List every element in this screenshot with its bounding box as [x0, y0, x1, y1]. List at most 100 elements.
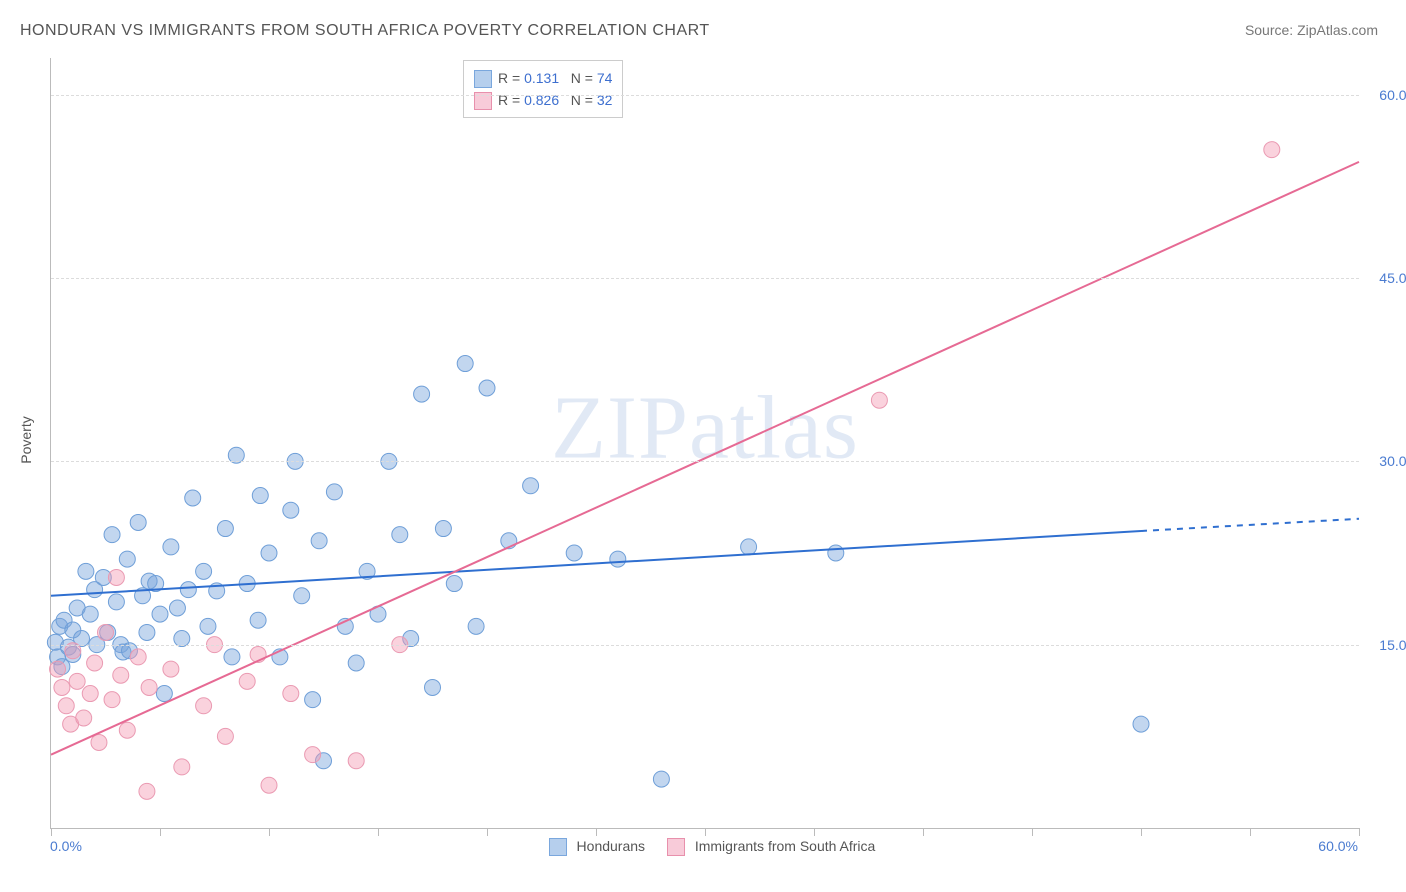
- data-point: [261, 545, 277, 561]
- trend-line: [51, 162, 1359, 755]
- legend-r-value: 0.131: [524, 70, 559, 86]
- correlation-legend: R = 0.131 N = 74R = 0.826 N = 32: [463, 60, 623, 118]
- data-point: [82, 606, 98, 622]
- data-point: [283, 502, 299, 518]
- data-point: [566, 545, 582, 561]
- data-point: [50, 661, 66, 677]
- x-tick: [378, 828, 379, 836]
- data-point: [104, 527, 120, 543]
- y-tick-label: 60.0%: [1379, 87, 1406, 103]
- data-point: [305, 747, 321, 763]
- data-point: [196, 563, 212, 579]
- data-point: [139, 624, 155, 640]
- data-point: [54, 679, 70, 695]
- legend-r-label: R =: [498, 70, 520, 86]
- data-point: [348, 655, 364, 671]
- data-point: [326, 484, 342, 500]
- legend-n-value: 74: [597, 70, 613, 86]
- data-point: [82, 686, 98, 702]
- data-point: [1133, 716, 1149, 732]
- legend-swatch: [474, 70, 492, 88]
- y-tick-label: 15.0%: [1379, 637, 1406, 653]
- data-point: [311, 533, 327, 549]
- y-tick-label: 30.0%: [1379, 453, 1406, 469]
- data-point: [141, 679, 157, 695]
- data-point: [414, 386, 430, 402]
- data-point: [653, 771, 669, 787]
- x-tick: [487, 828, 488, 836]
- y-tick-label: 45.0%: [1379, 270, 1406, 286]
- source-attribution: Source: ZipAtlas.com: [1245, 22, 1378, 38]
- legend-swatch: [549, 838, 567, 856]
- legend-n-label: N =: [571, 70, 593, 86]
- data-point: [479, 380, 495, 396]
- chart-title: HONDURAN VS IMMIGRANTS FROM SOUTH AFRICA…: [20, 22, 710, 40]
- data-point: [348, 753, 364, 769]
- data-point: [523, 478, 539, 494]
- scatter-plot-area: ZIPatlas R = 0.131 N = 74R = 0.826 N = 3…: [50, 58, 1359, 829]
- x-tick: [51, 828, 52, 836]
- data-point: [163, 539, 179, 555]
- gridline: [51, 645, 1359, 646]
- data-point: [741, 539, 757, 555]
- gridline: [51, 278, 1359, 279]
- data-point: [224, 649, 240, 665]
- data-point: [294, 588, 310, 604]
- data-point: [283, 686, 299, 702]
- data-point: [130, 649, 146, 665]
- data-point: [200, 618, 216, 634]
- data-point: [69, 673, 85, 689]
- legend-row: R = 0.826 N = 32: [474, 89, 612, 111]
- x-tick: [705, 828, 706, 836]
- x-tick: [1250, 828, 1251, 836]
- y-axis-title: Poverty: [18, 416, 34, 463]
- data-point: [108, 594, 124, 610]
- data-point: [1264, 142, 1280, 158]
- data-point: [610, 551, 626, 567]
- data-point: [261, 777, 277, 793]
- data-point: [98, 624, 114, 640]
- x-tick: [814, 828, 815, 836]
- data-point: [78, 563, 94, 579]
- data-point: [91, 734, 107, 750]
- data-point: [152, 606, 168, 622]
- data-point: [457, 356, 473, 372]
- gridline: [51, 461, 1359, 462]
- data-point: [174, 759, 190, 775]
- data-point: [468, 618, 484, 634]
- data-point: [305, 692, 321, 708]
- trend-line-extrapolated: [1141, 519, 1359, 531]
- legend-series-label: Hondurans: [573, 838, 649, 854]
- data-point: [252, 488, 268, 504]
- data-point: [239, 673, 255, 689]
- legend-swatch: [667, 838, 685, 856]
- data-point: [156, 686, 172, 702]
- data-point: [104, 692, 120, 708]
- data-point: [58, 698, 74, 714]
- x-tick: [269, 828, 270, 836]
- data-point: [76, 710, 92, 726]
- data-point: [392, 527, 408, 543]
- scatter-svg: [51, 58, 1359, 828]
- x-tick: [160, 828, 161, 836]
- x-tick: [1141, 828, 1142, 836]
- series-legend: Hondurans Immigrants from South Africa: [0, 838, 1406, 856]
- data-point: [217, 521, 233, 537]
- data-point: [180, 582, 196, 598]
- data-point: [163, 661, 179, 677]
- legend-row: R = 0.131 N = 74: [474, 67, 612, 89]
- data-point: [871, 392, 887, 408]
- data-point: [139, 783, 155, 799]
- x-tick: [1032, 828, 1033, 836]
- data-point: [185, 490, 201, 506]
- data-point: [130, 514, 146, 530]
- data-point: [169, 600, 185, 616]
- data-point: [119, 551, 135, 567]
- data-point: [425, 679, 441, 695]
- trend-line: [51, 531, 1141, 596]
- x-tick: [596, 828, 597, 836]
- data-point: [108, 569, 124, 585]
- data-point: [119, 722, 135, 738]
- legend-series-label: Immigrants from South Africa: [691, 838, 875, 854]
- data-point: [217, 728, 233, 744]
